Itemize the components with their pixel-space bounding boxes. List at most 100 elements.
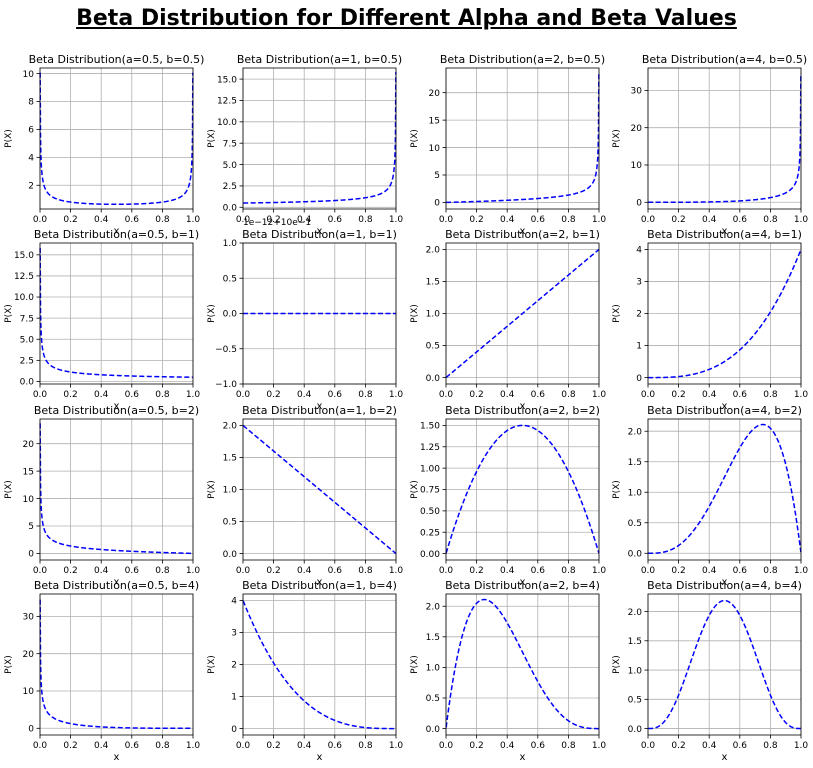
x-tick-label: 0.6 [328,741,343,751]
y-tick-label: 15 [23,467,34,477]
x-axis-label: x [114,226,120,237]
x-tick-label: 1.0 [186,390,201,400]
x-tick-label: 0.6 [531,741,546,751]
subplot-title: Beta Distribution(a=1, b=0.5) [237,53,402,66]
subplot-title: Beta Distribution(a=1, b=4) [242,579,397,592]
axes-frame [39,67,194,210]
pdf-line [445,598,599,730]
x-tick-label: 0.2 [469,390,483,400]
x-tick-label: 0.0 [33,215,48,225]
y-tick-label: 10.0 [14,293,34,303]
y-tick-label: 2.0 [426,246,441,256]
x-tick-label: 0.2 [469,566,483,576]
y-tick-label: 4 [231,597,237,607]
x-axis-label: x [114,401,120,412]
y-tick-label: 0 [636,198,642,208]
x-tick-label: 0.6 [733,390,748,400]
x-tick-label: 1.0 [389,741,404,751]
x-tick-label: 0.2 [266,215,280,225]
y-tick-label: 7.5 [223,139,237,149]
x-tick-label: 0.6 [733,566,748,576]
x-tick-label: 0.6 [125,390,140,400]
x-tick-label: 0.0 [33,741,48,751]
y-tick-label: 20 [429,89,441,99]
x-tick-label: 0.4 [702,566,717,576]
x-axis-label: x [317,752,323,763]
pdf-line [648,249,802,379]
x-tick-label: 0.4 [702,741,717,751]
y-tick-label: 5.0 [20,335,35,345]
x-tick-label: 0.8 [155,215,170,225]
x-tick-label: 0.4 [500,390,515,400]
axes-frame [647,67,802,210]
y-axis-label: P(X) [410,655,420,674]
y-tick-label: 0.5 [628,519,642,529]
y-tick-label: 12.5 [14,272,34,282]
x-tick-label: 0.0 [641,566,656,576]
x-tick-label: 0.8 [155,741,170,751]
axes-frame [39,242,194,385]
y-tick-label: 1.50 [420,422,440,432]
y-axis-label: P(X) [612,655,622,674]
subplot: Beta Distribution(a=1, b=0.5) 0.0 0.2 0.4 0.… [207,53,403,237]
y-tick-label: 2.0 [426,602,441,612]
x-tick-label: 0.4 [297,215,312,225]
x-axis-label: x [520,226,526,237]
subplot: Beta Distribution(a=4, b=2) 0.0 0.2 0.4 0.6 0… [612,404,808,588]
x-tick-label: 0.6 [328,566,343,576]
subplot-title: Beta Distribution(a=2, b=1) [445,228,600,241]
y-tick-label: 0.75 [420,486,440,496]
subplot-title: Beta Distribution(a=1, b=2) [242,404,397,417]
y-tick-label: 2.5 [223,182,237,192]
x-tick-label: 0.6 [328,215,343,225]
page-title: Beta Distribution for Different Alpha an… [76,6,737,31]
x-tick-label: 1.0 [794,741,809,751]
x-tick-label: 1.0 [794,390,809,400]
x-tick-label: 0.4 [94,566,109,576]
axes-frame [445,593,600,736]
axes-frame [445,242,600,385]
pdf-line [446,72,600,204]
x-tick-label: 0.4 [500,566,515,576]
subplot-title: Beta Distribution(a=4, b=2) [647,404,802,417]
x-tick-label: 0.0 [236,566,251,576]
y-tick-label: 2 [636,310,642,320]
pdf-line [39,423,193,555]
subplot: Beta Distribution(a=2, b=0.5) 0.0 0.2 0.4 0.… [410,53,606,237]
y-tick-label: 15.0 [217,75,237,85]
y-tick-label: −0.5 [215,345,237,355]
subplot-title: Beta Distribution(a=2, b=2) [445,404,600,417]
y-axis-label: P(X) [4,304,14,323]
y-tick-label: 0.50 [420,507,440,517]
pdf-line [242,424,397,555]
subplot-title: Beta Distribution(a=0.5, b=2) [34,404,199,417]
x-tick-label: 0.8 [561,390,576,400]
subplot: Beta Distribution(a=1, b=2) 0.0 0.2 0.4 0.6 0… [207,404,403,588]
x-tick-label: 0.2 [671,566,685,576]
x-tick-label: 0.2 [63,741,77,751]
y-tick-label: 3 [636,278,642,288]
y-tick-label: 1.0 [426,310,441,320]
x-tick-label: 1.0 [389,566,404,576]
x-tick-label: 0.2 [469,215,483,225]
axes-frame [242,593,397,736]
y-tick-label: 0.5 [628,696,642,706]
subplot-title: Beta Distribution(a=0.5, b=1) [34,228,199,241]
x-tick-label: 0.8 [358,390,373,400]
subplot: Beta Distribution(a=1, b=1)1e−12+10e−10.… [207,218,403,412]
x-tick-label: 0.2 [671,390,685,400]
y-tick-label: 0.5 [426,342,440,352]
x-tick-label: 1.0 [592,741,607,751]
y-axis-label: P(X) [4,129,14,148]
y-tick-label: 1.25 [420,443,440,453]
pdf-line [243,72,397,204]
x-tick-label: 0.2 [671,741,685,751]
y-tick-label: 1.0 [628,488,643,498]
y-tick-label: 0.5 [426,694,440,704]
y-axis-label: P(X) [410,304,420,323]
x-tick-label: 0.0 [641,741,656,751]
y-tick-label: 15 [429,116,440,126]
subplot: Beta Distribution(a=0.5, b=1) 0.0 0.2 0.4 0.… [4,228,200,412]
y-tick-label: 12.5 [217,97,237,107]
y-tick-label: 7.5 [20,314,34,324]
